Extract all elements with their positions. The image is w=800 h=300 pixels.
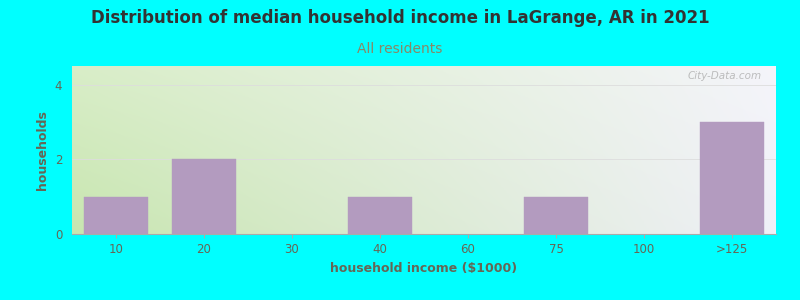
Bar [172,159,236,234]
Bar [700,122,764,234]
Text: City-Data.com: City-Data.com [688,71,762,81]
Text: All residents: All residents [358,42,442,56]
Bar [524,197,588,234]
Bar [348,197,412,234]
X-axis label: household income ($1000): household income ($1000) [330,262,518,275]
Y-axis label: households: households [36,110,50,190]
Text: Distribution of median household income in LaGrange, AR in 2021: Distribution of median household income … [90,9,710,27]
Bar [84,197,148,234]
